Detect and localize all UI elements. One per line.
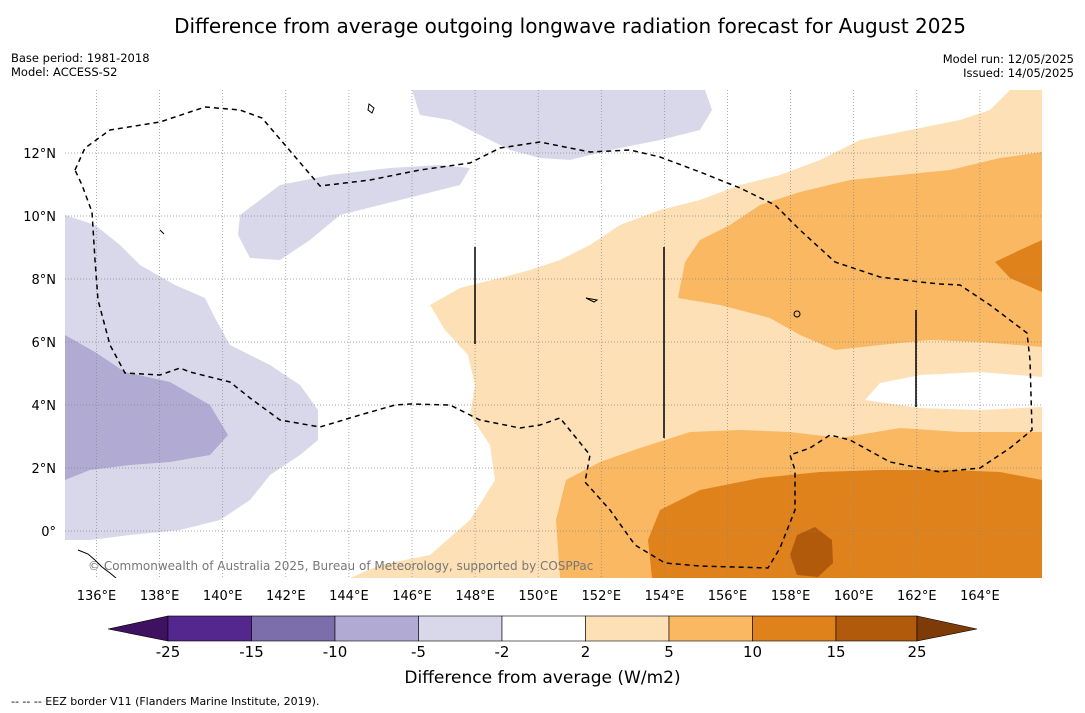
y-tick-label: 2°N <box>32 462 57 477</box>
meta-left: Base period: 1981-2018 Model: ACCESS-S2 <box>11 51 150 79</box>
anomaly-region-dark-orange-south <box>648 470 1042 578</box>
eez-border <box>74 106 1033 569</box>
x-tick-label: 154°E <box>645 589 685 604</box>
colorbar-tick-label: 5 <box>664 643 674 661</box>
footnote: -- -- -- EEZ border V11 (Flanders Marine… <box>11 695 320 708</box>
colorbar-tick-label: -25 <box>155 643 181 661</box>
y-tick-label: 8°N <box>32 273 57 288</box>
x-tick-label: 162°E <box>897 589 937 604</box>
anomaly-region-light-purple-north <box>412 90 712 160</box>
x-axis-labels: 136°E 138°E 140°E 142°E 144°E 146°E 148°E 150°E… <box>77 589 1000 604</box>
colorbar-bin <box>835 615 918 642</box>
colorbar-extension-low <box>107 615 169 642</box>
colorbar-bin <box>167 615 252 642</box>
colorbar-tick-label: 25 <box>907 643 927 661</box>
map-title: Difference from average outgoing longwav… <box>174 14 966 38</box>
x-tick-label: 144°E <box>329 589 369 604</box>
y-tick-label: 12°N <box>23 147 56 162</box>
islands <box>77 103 801 578</box>
issued-date: Issued: 14/05/2025 <box>963 66 1074 80</box>
x-tick-label: 158°E <box>771 589 811 604</box>
x-tick-label: 142°E <box>266 589 306 604</box>
x-tick-label: 160°E <box>834 589 874 604</box>
colorbar-bin <box>668 615 753 642</box>
colorbar-bin <box>418 615 503 642</box>
colorbar-tick-label: -2 <box>494 643 510 661</box>
x-tick-label: 150°E <box>518 589 558 604</box>
model-run: Model run: 12/05/2025 <box>942 52 1074 66</box>
x-tick-label: 136°E <box>77 589 117 604</box>
x-tick-label: 164°E <box>960 589 1000 604</box>
colorbar-extension-high <box>916 615 978 642</box>
colorbar-bin <box>501 615 586 642</box>
vertical-markers <box>474 247 917 438</box>
anomaly-region-dark-orange-east <box>995 240 1042 292</box>
colorbar-bin <box>251 615 336 642</box>
colorbar-tick-label: -15 <box>239 643 264 661</box>
colorbar-bin <box>752 615 837 642</box>
anomaly-region-brown <box>790 527 833 577</box>
base-period: Base period: 1981-2018 <box>11 51 150 65</box>
x-tick-label: 152°E <box>582 589 622 604</box>
colorbar-tick-label: -10 <box>322 643 348 661</box>
colorbar-title: Difference from average (W/m2) <box>404 668 681 688</box>
x-tick-label: 148°E <box>455 589 495 604</box>
anomaly-region-light-purple-northwest <box>238 165 470 260</box>
colorbar-tick-label: 10 <box>742 643 763 661</box>
y-tick-label: 10°N <box>23 210 56 225</box>
anomaly-region-medium-purple <box>65 335 228 480</box>
colorbar-tick-label: 2 <box>580 643 591 661</box>
meta-right: Model run: 12/05/2025 Issued: 14/05/2025 <box>943 52 1074 80</box>
anomaly-region-medium-orange-north <box>678 152 1042 350</box>
colorbar-bin <box>585 615 670 642</box>
colorbar <box>107 615 978 642</box>
colorbar-bin <box>334 615 419 642</box>
copyright-text: © Commonwealth of Australia 2025, Bureau… <box>88 559 593 573</box>
map-plot-area: © Commonwealth of Australia 2025, Bureau… <box>65 90 1042 578</box>
x-tick-label: 140°E <box>203 589 243 604</box>
colorbar-tick-label: 15 <box>826 643 846 661</box>
y-axis-labels: 12°N 10°N 8°N 6°N 4°N 2°N 0° <box>23 147 56 540</box>
model-name: Model: ACCESS-S2 <box>11 65 118 79</box>
x-tick-label: 138°E <box>140 589 180 604</box>
y-tick-label: 6°N <box>32 336 57 351</box>
x-tick-label: 156°E <box>708 589 748 604</box>
y-tick-label: 0° <box>41 525 56 540</box>
anomaly-region-neutral-patch <box>865 372 1042 410</box>
colorbar-tick-label: -5 <box>411 643 426 661</box>
y-tick-label: 4°N <box>32 399 57 414</box>
x-tick-label: 146°E <box>392 589 432 604</box>
graticule <box>65 90 1042 578</box>
